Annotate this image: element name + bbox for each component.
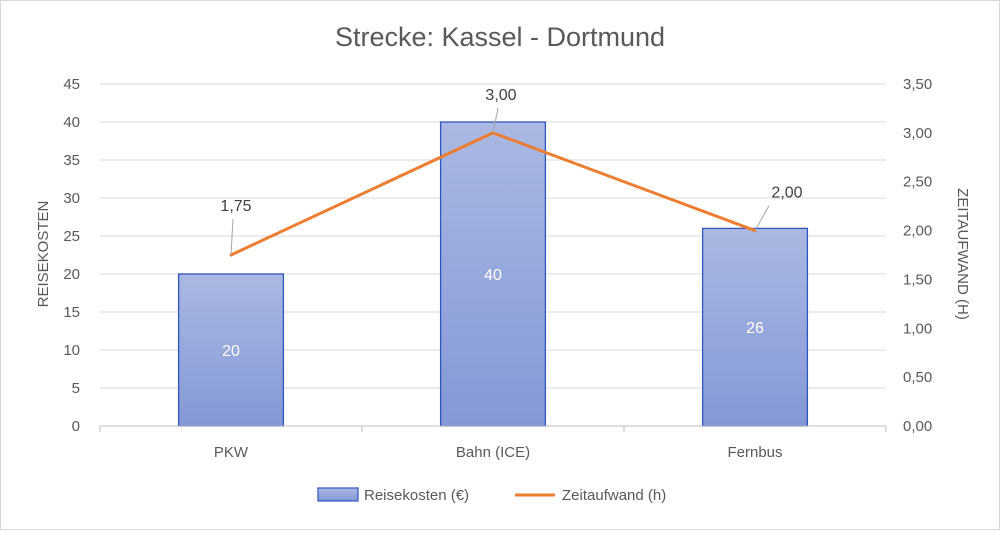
y-tick-label: 45 bbox=[63, 76, 80, 93]
y2-tick-label: 2,50 bbox=[903, 174, 932, 191]
line-data-label: 3,00 bbox=[485, 87, 516, 104]
bar-data-label: 20 bbox=[222, 343, 240, 360]
y2-axis-ticks: 0,00 0,50 1,00 1,50 2,00 2,50 3,00 3,50 bbox=[903, 76, 932, 435]
line-label-leader bbox=[754, 205, 770, 231]
line-label-leader bbox=[492, 107, 499, 133]
x-tick-label: PKW bbox=[214, 444, 249, 461]
y2-tick-label: 3,50 bbox=[903, 76, 932, 93]
x-tick-label: Fernbus bbox=[727, 444, 782, 461]
bar bbox=[701, 227, 809, 427]
y-axis-label: REISEKOSTEN bbox=[35, 201, 52, 308]
y-tick-label: 0 bbox=[72, 418, 80, 435]
y2-tick-label: 1,00 bbox=[903, 320, 932, 337]
legend-bar-swatch bbox=[317, 487, 359, 502]
y-axis-ticks: 0 5 10 15 20 25 30 35 40 45 bbox=[63, 76, 80, 435]
bar-data-label: 26 bbox=[746, 320, 764, 337]
line-series: 1,75 3,00 2,00 bbox=[220, 87, 803, 257]
y-tick-label: 30 bbox=[63, 190, 80, 207]
x-axis: PKW Bahn (ICE) Fernbus bbox=[99, 425, 887, 461]
y-tick-label: 35 bbox=[63, 152, 80, 169]
line-label-leader bbox=[230, 218, 234, 256]
legend-label-zeitaufwand: Zeitaufwand (h) bbox=[562, 487, 666, 504]
y2-tick-label: 1,50 bbox=[903, 271, 932, 288]
line-data-label: 2,00 bbox=[771, 185, 802, 202]
y2-tick-label: 2,00 bbox=[903, 223, 932, 240]
y2-axis-label: ZEITAUFWAND (H) bbox=[954, 188, 971, 320]
bar-data-label: 40 bbox=[484, 267, 502, 284]
y-tick-label: 15 bbox=[63, 304, 80, 321]
x-tick-label: Bahn (ICE) bbox=[456, 444, 530, 461]
y-tick-label: 20 bbox=[63, 266, 80, 283]
legend: Reisekosten (€) Zeitaufwand (h) bbox=[317, 487, 666, 504]
line-data-label: 1,75 bbox=[220, 198, 251, 215]
y2-tick-label: 0,50 bbox=[903, 369, 932, 386]
y2-tick-label: 3,00 bbox=[903, 125, 932, 142]
y-tick-label: 10 bbox=[63, 342, 80, 359]
chart-title: Strecke: Kassel - Dortmund bbox=[335, 22, 665, 52]
y2-tick-label: 0,00 bbox=[903, 418, 932, 435]
y-tick-label: 25 bbox=[63, 228, 80, 245]
bar-series: 20 40 26 bbox=[177, 121, 809, 427]
bar bbox=[439, 121, 547, 427]
y-tick-label: 5 bbox=[72, 380, 80, 397]
legend-label-reisekosten: Reisekosten (€) bbox=[364, 487, 469, 504]
y-tick-label: 40 bbox=[63, 114, 80, 131]
